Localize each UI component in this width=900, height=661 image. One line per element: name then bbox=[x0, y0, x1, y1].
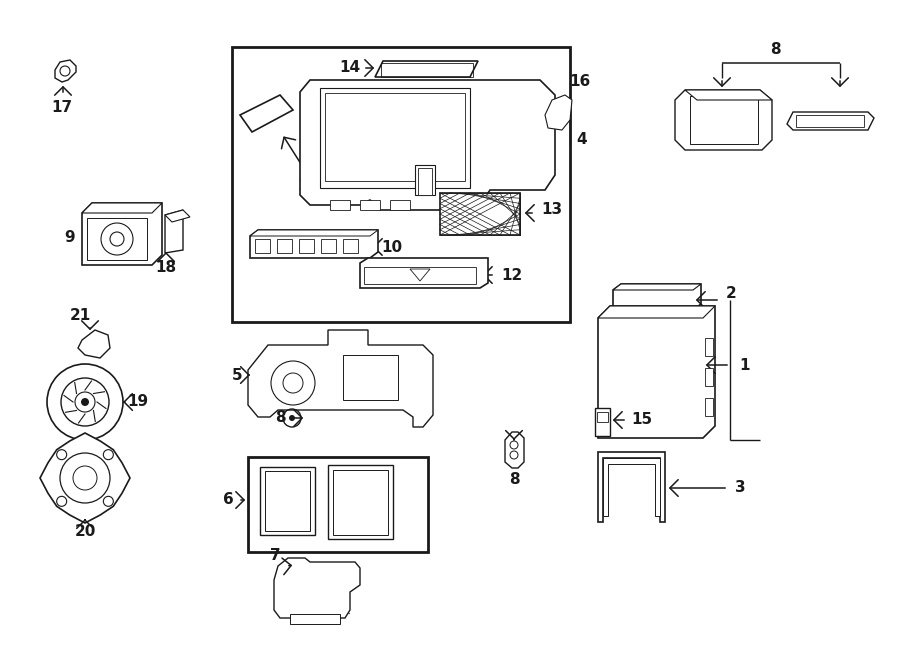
Bar bbox=[381, 63, 473, 77]
Text: 14: 14 bbox=[339, 61, 361, 75]
Bar bbox=[248, 457, 428, 552]
Text: 18: 18 bbox=[156, 260, 176, 276]
Circle shape bbox=[57, 449, 67, 459]
Polygon shape bbox=[598, 306, 715, 318]
Text: 16: 16 bbox=[570, 75, 590, 89]
Polygon shape bbox=[250, 230, 378, 258]
Text: 13: 13 bbox=[542, 202, 562, 217]
Bar bbox=[255, 239, 270, 253]
Polygon shape bbox=[330, 200, 350, 210]
Text: 4: 4 bbox=[577, 132, 588, 147]
Polygon shape bbox=[55, 60, 76, 82]
Text: 11: 11 bbox=[298, 178, 319, 194]
Bar bbox=[320, 88, 470, 188]
Polygon shape bbox=[505, 432, 524, 468]
Circle shape bbox=[57, 496, 67, 506]
Circle shape bbox=[104, 496, 113, 506]
Circle shape bbox=[81, 398, 89, 406]
Text: 21: 21 bbox=[69, 307, 91, 323]
Bar bbox=[690, 96, 758, 144]
Text: 3: 3 bbox=[734, 481, 745, 496]
Polygon shape bbox=[787, 112, 874, 130]
Bar bbox=[277, 239, 292, 253]
Polygon shape bbox=[248, 330, 433, 427]
Polygon shape bbox=[685, 90, 772, 100]
Text: 9: 9 bbox=[65, 231, 76, 245]
Bar bbox=[705, 338, 713, 356]
Text: 2: 2 bbox=[725, 286, 736, 301]
Text: 12: 12 bbox=[501, 268, 523, 282]
Polygon shape bbox=[598, 452, 665, 522]
Polygon shape bbox=[274, 558, 360, 618]
Bar bbox=[87, 218, 147, 260]
Text: 8: 8 bbox=[508, 473, 519, 488]
Bar bbox=[232, 47, 570, 322]
Text: 1: 1 bbox=[740, 358, 751, 373]
Polygon shape bbox=[240, 95, 293, 132]
Bar bbox=[290, 614, 340, 624]
Polygon shape bbox=[360, 258, 488, 288]
Polygon shape bbox=[613, 284, 701, 290]
Text: 6: 6 bbox=[222, 492, 233, 508]
Polygon shape bbox=[360, 200, 380, 210]
Bar bbox=[705, 398, 713, 416]
Polygon shape bbox=[82, 203, 162, 265]
Circle shape bbox=[289, 415, 295, 421]
Polygon shape bbox=[603, 458, 660, 516]
Polygon shape bbox=[675, 90, 772, 150]
Bar bbox=[440, 193, 520, 235]
Bar bbox=[265, 471, 310, 531]
Text: 8: 8 bbox=[274, 410, 285, 426]
Bar bbox=[364, 267, 476, 284]
Polygon shape bbox=[165, 210, 190, 222]
Text: 5: 5 bbox=[231, 368, 242, 383]
Polygon shape bbox=[613, 284, 701, 310]
Bar bbox=[299, 239, 314, 253]
Text: 10: 10 bbox=[382, 239, 402, 254]
Bar bbox=[597, 412, 608, 422]
Polygon shape bbox=[545, 95, 572, 130]
Bar bbox=[321, 239, 336, 253]
Bar bbox=[343, 355, 398, 400]
Polygon shape bbox=[390, 200, 410, 210]
Text: 19: 19 bbox=[128, 395, 148, 410]
Polygon shape bbox=[375, 61, 478, 77]
Text: 15: 15 bbox=[632, 412, 652, 428]
Polygon shape bbox=[598, 306, 715, 438]
Bar bbox=[595, 408, 610, 436]
Polygon shape bbox=[300, 80, 555, 210]
Polygon shape bbox=[82, 203, 162, 213]
Polygon shape bbox=[250, 230, 378, 236]
Text: 8: 8 bbox=[770, 42, 780, 58]
Bar bbox=[705, 368, 713, 386]
Polygon shape bbox=[418, 168, 432, 195]
Polygon shape bbox=[260, 467, 315, 535]
Bar bbox=[796, 115, 864, 127]
Polygon shape bbox=[328, 465, 393, 539]
Polygon shape bbox=[410, 269, 430, 281]
Polygon shape bbox=[165, 210, 183, 253]
Circle shape bbox=[104, 449, 113, 459]
Bar bbox=[343, 239, 358, 253]
Text: 7: 7 bbox=[270, 549, 280, 563]
Bar bbox=[325, 93, 465, 181]
Polygon shape bbox=[78, 330, 110, 358]
Polygon shape bbox=[40, 433, 130, 523]
Text: 17: 17 bbox=[51, 100, 73, 114]
Polygon shape bbox=[415, 165, 435, 195]
Text: 20: 20 bbox=[75, 524, 95, 539]
Bar bbox=[333, 470, 388, 535]
